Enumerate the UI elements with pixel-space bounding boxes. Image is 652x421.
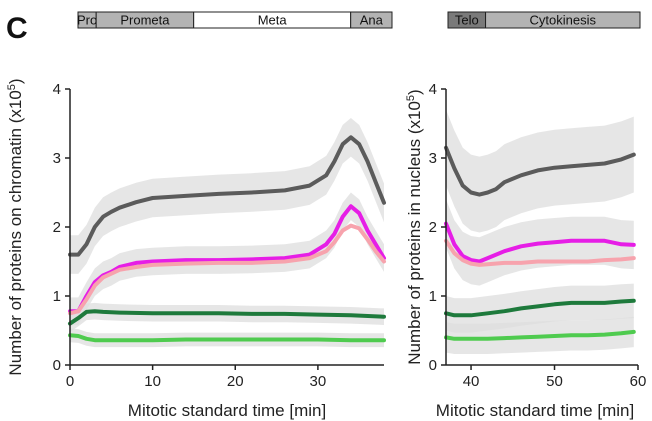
series-2-line [444, 238, 636, 267]
series-4-line [444, 329, 636, 341]
x-tick-label: 0 [66, 373, 74, 390]
y-tick-label: 3 [53, 150, 61, 167]
x-tick-label: 60 [630, 373, 647, 390]
x-tick-label: 30 [310, 373, 327, 390]
y-tick-label: 1 [429, 288, 437, 305]
phase-label-pro: Pro [77, 13, 97, 28]
phase-bar-left: Pro Prometa Meta Ana [77, 11, 393, 29]
series-3-line [444, 298, 636, 318]
phase-label-cytokinesis: Cytokinesis [530, 13, 597, 28]
phase-label-meta: Meta [258, 13, 288, 28]
y-tick-label: 1 [53, 288, 61, 305]
series-4-line [68, 333, 386, 343]
series-0-line [444, 145, 636, 197]
phase-segment-ana [350, 11, 393, 29]
chart-nucleus: 40 50 60 0 1 2 3 4 [429, 81, 647, 390]
phase-label-ana: Ana [360, 13, 384, 28]
series-3-error-band [70, 302, 384, 332]
series-3-line [68, 309, 386, 326]
series-1-line [444, 221, 636, 264]
y-axis-label-nucleus: Number of proteins in nucleus (x105) [405, 89, 424, 364]
phase-label-telo: Telo [455, 13, 479, 28]
y-tick-label: 4 [53, 81, 61, 98]
y-axis-label-chromatin: Number of proteins on chromatin (x105) [6, 78, 25, 375]
x-tick-label: 10 [144, 373, 161, 390]
phase-segment-cytokinesis [485, 11, 641, 29]
phase-bar-right: Telo Cytokinesis [447, 11, 641, 29]
y-tick-label: 0 [53, 357, 61, 374]
y-tick-label: 2 [429, 219, 437, 236]
y-tick-label: 2 [53, 219, 61, 236]
x-axis-label-chromatin: Mitotic standard time [min] [128, 401, 326, 420]
y-tick-label: 4 [429, 81, 437, 98]
series-0-line [68, 135, 386, 257]
y-tick-label: 0 [429, 357, 437, 374]
series-0-error-band [70, 118, 384, 274]
series-2-line [68, 223, 386, 316]
x-axis-label-nucleus: Mitotic standard time [min] [436, 401, 634, 420]
phase-label-prometa: Prometa [120, 13, 170, 28]
x-tick-label: 40 [463, 373, 480, 390]
x-tick-label: 20 [227, 373, 244, 390]
chart-chromatin: 0 10 20 30 0 1 2 3 4 [53, 81, 386, 390]
panel-letter: C [6, 12, 28, 45]
y-tick-label: 3 [429, 150, 437, 167]
x-tick-label: 50 [546, 373, 563, 390]
